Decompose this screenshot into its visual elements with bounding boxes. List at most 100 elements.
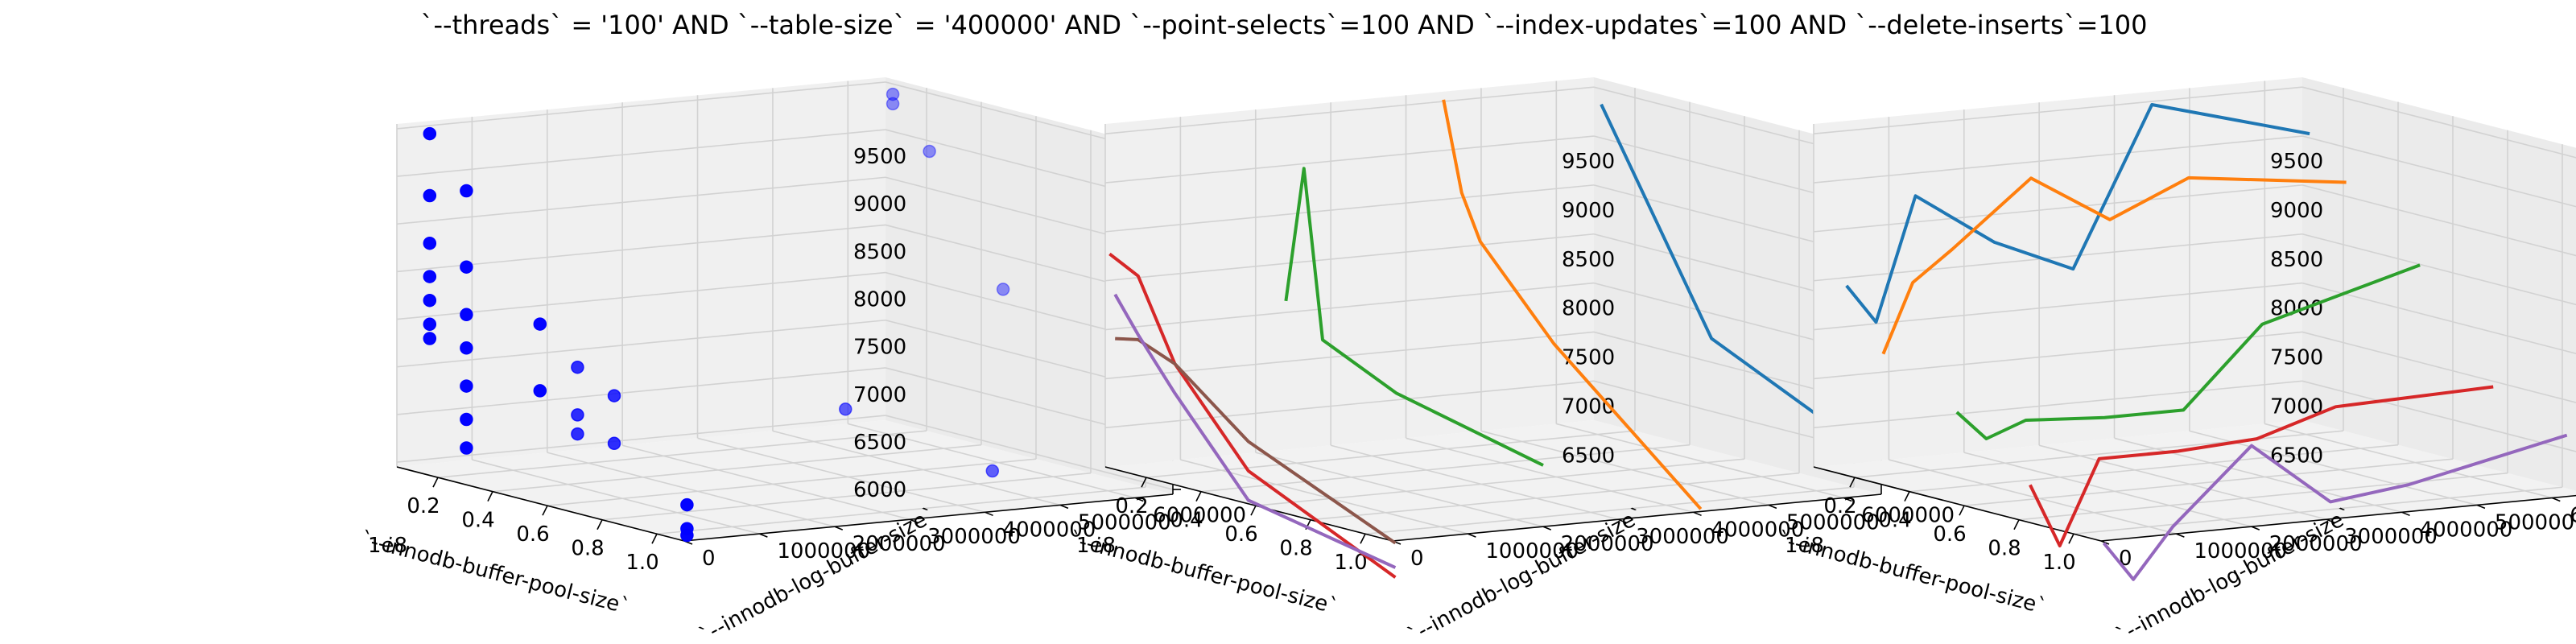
scatter-point bbox=[680, 528, 694, 543]
y-tick-label: 4000000 bbox=[1711, 518, 1805, 542]
scatter-point bbox=[423, 270, 437, 283]
y-tick-mark bbox=[759, 533, 768, 538]
x-tick-mark bbox=[542, 505, 548, 516]
z-tick-label: 6500 bbox=[1562, 444, 1615, 468]
data-series bbox=[423, 87, 1157, 543]
grid-line bbox=[1813, 135, 2303, 184]
series-line bbox=[2029, 385, 2494, 547]
scatter-point bbox=[460, 184, 473, 198]
y-tick-mark bbox=[2476, 504, 2486, 510]
x-tick-label: 0.8 bbox=[1279, 537, 1312, 561]
grid-line bbox=[1406, 437, 1694, 514]
grid-line bbox=[2038, 444, 2327, 521]
x-tick-label: 0.4 bbox=[1170, 509, 1203, 533]
scatter-point bbox=[460, 260, 473, 274]
series-line bbox=[1845, 103, 2310, 324]
y-tick-label: 2000000 bbox=[852, 532, 946, 556]
x-tick-label: 0.8 bbox=[571, 537, 604, 561]
grid-line bbox=[2301, 86, 2576, 159]
back-wall-pane bbox=[1594, 77, 1881, 494]
grid-line bbox=[656, 486, 1146, 535]
z-tick-label: 7500 bbox=[1562, 346, 1615, 370]
grid-line bbox=[396, 176, 886, 225]
y-axis-line bbox=[683, 493, 1174, 542]
tick-labels: 0.2 0.4 0.6 0.8 1.0 0 100000020000003000000400… bbox=[1823, 150, 2576, 575]
series-line bbox=[1442, 99, 1703, 510]
z-tick-label: 7000 bbox=[1562, 394, 1615, 419]
grid-line bbox=[1330, 444, 1619, 521]
y-axis-line bbox=[1392, 493, 1882, 542]
z-tick-label: 9500 bbox=[853, 145, 906, 169]
grid-line bbox=[437, 430, 927, 478]
x-tick-mark bbox=[651, 533, 658, 544]
scatter-point bbox=[607, 436, 621, 451]
scatter-point bbox=[423, 236, 437, 250]
x-tick-label: 0.6 bbox=[1933, 522, 1966, 547]
scatter-point bbox=[460, 441, 473, 455]
scatter-point bbox=[460, 308, 473, 322]
grid-line bbox=[2264, 423, 2553, 499]
scatter-point bbox=[423, 126, 437, 141]
x-tick-mark bbox=[1141, 477, 1147, 488]
x-tick-mark bbox=[597, 519, 603, 530]
scatter-point bbox=[571, 408, 584, 422]
left-wall-pane bbox=[1814, 77, 2302, 467]
data-series bbox=[1845, 103, 2568, 581]
z-tick-label: 7500 bbox=[853, 336, 906, 360]
scatter-point bbox=[571, 360, 584, 374]
y-tick-label: 6000000 bbox=[1861, 503, 1955, 527]
z-tick-label: 9000 bbox=[1562, 199, 1615, 223]
y-tick-label: 0 bbox=[702, 547, 716, 571]
z-tick-label: 7000 bbox=[853, 383, 906, 407]
x-tick-label: 0.2 bbox=[1823, 494, 1856, 518]
y-tick-label: 5000000 bbox=[2495, 510, 2576, 535]
grid-line bbox=[1104, 380, 1595, 429]
scatter-point bbox=[886, 97, 900, 111]
y-tick-label: 5000000 bbox=[1078, 510, 1171, 535]
y-tick-mark bbox=[834, 526, 844, 530]
grid-line bbox=[621, 444, 910, 521]
left-wall-pane bbox=[397, 77, 886, 467]
scatter-point bbox=[460, 412, 473, 427]
grid-line bbox=[1104, 184, 1595, 233]
x-tick-mark bbox=[2013, 519, 2020, 530]
grid-line bbox=[2301, 331, 2576, 403]
y-tick-mark bbox=[2552, 497, 2561, 502]
z-tick-label: 6500 bbox=[853, 431, 906, 455]
x-tick-label: 0.6 bbox=[1224, 522, 1257, 547]
grid-line bbox=[601, 472, 1092, 521]
y-tick-label: 4000000 bbox=[1003, 518, 1096, 542]
series-line bbox=[1881, 175, 2347, 355]
y-tick-label: 3000000 bbox=[927, 525, 1021, 549]
series-line bbox=[1955, 263, 2421, 440]
y-axis-line bbox=[2100, 494, 2576, 542]
x-tick-mark bbox=[1195, 491, 1202, 502]
grid-line bbox=[396, 415, 886, 463]
grid-line bbox=[396, 224, 886, 273]
grid-line bbox=[1889, 459, 2177, 535]
scatter-point bbox=[460, 341, 473, 355]
scatter-point bbox=[996, 283, 1010, 296]
grid-line bbox=[1813, 86, 2303, 134]
scatter-point bbox=[423, 332, 437, 345]
x-tick-label: 0.8 bbox=[1988, 537, 2021, 561]
x-tick-mark bbox=[487, 491, 493, 502]
x-tick-label: 0.4 bbox=[1878, 509, 1911, 533]
scatter-point bbox=[533, 317, 547, 331]
grid-line bbox=[396, 271, 886, 320]
scatter-point bbox=[985, 464, 1000, 478]
x-tick-label: 1.0 bbox=[625, 551, 658, 575]
y-tick-label: 0 bbox=[1410, 547, 1424, 571]
z-tick-label: 6000 bbox=[853, 478, 906, 502]
x-tick-mark bbox=[1959, 505, 1965, 516]
y-tick-mark bbox=[1542, 526, 1552, 530]
y-tick-label: 1000000 bbox=[2194, 539, 2287, 564]
x-tick-mark bbox=[2068, 533, 2074, 544]
y-tick-mark bbox=[1768, 504, 1777, 510]
grid-line bbox=[1104, 135, 1595, 184]
scatter-point bbox=[423, 317, 437, 332]
y-tick-label: 3000000 bbox=[1636, 525, 1729, 549]
grid-line bbox=[2073, 486, 2563, 535]
y-tick-mark bbox=[1135, 497, 1144, 502]
y-tick-mark bbox=[1617, 518, 1627, 523]
